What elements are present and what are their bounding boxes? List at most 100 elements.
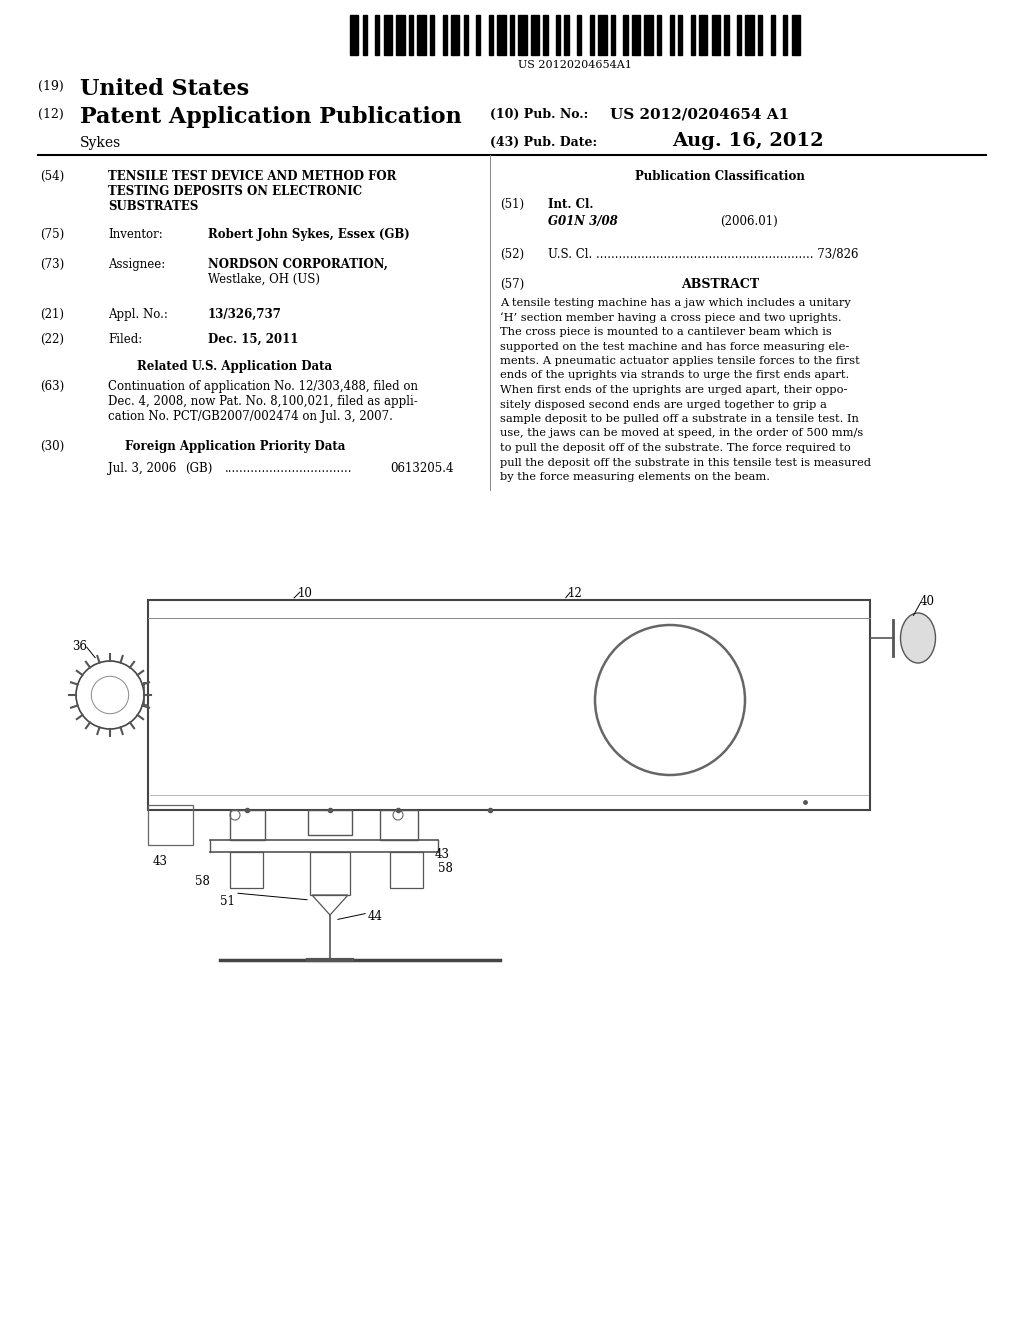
Text: NORDSON CORPORATION,: NORDSON CORPORATION, [208, 257, 388, 271]
Polygon shape [375, 15, 380, 55]
Text: (GB): (GB) [185, 462, 212, 475]
Text: (43) Pub. Date:: (43) Pub. Date: [490, 136, 597, 149]
Polygon shape [362, 15, 367, 55]
Polygon shape [670, 15, 674, 55]
Text: When first ends of the uprights are urged apart, their oppo-: When first ends of the uprights are urge… [500, 385, 848, 395]
Text: Robert John Sykes, Essex (GB): Robert John Sykes, Essex (GB) [208, 228, 410, 242]
Text: The cross piece is mounted to a cantilever beam which is: The cross piece is mounted to a cantilev… [500, 327, 831, 337]
Polygon shape [564, 15, 568, 55]
Text: 12: 12 [568, 587, 583, 601]
Text: ends of the uprights via strands to urge the first ends apart.: ends of the uprights via strands to urge… [500, 371, 849, 380]
Text: ments. A pneumatic actuator applies tensile forces to the first: ments. A pneumatic actuator applies tens… [500, 356, 860, 366]
Text: ABSTRACT: ABSTRACT [681, 279, 759, 290]
Text: (2006.01): (2006.01) [720, 215, 778, 228]
Text: pull the deposit off the substrate in this tensile test is measured: pull the deposit off the substrate in th… [500, 458, 871, 467]
Polygon shape [644, 15, 653, 55]
Text: 0613205.4: 0613205.4 [390, 462, 454, 475]
Text: (21): (21) [40, 308, 63, 321]
Text: A tensile testing machine has a jaw which includes a unitary: A tensile testing machine has a jaw whic… [500, 298, 851, 308]
Polygon shape [745, 15, 754, 55]
Text: Patent Application Publication: Patent Application Publication [80, 106, 462, 128]
Text: US 20120204654A1: US 20120204654A1 [518, 59, 632, 70]
Polygon shape [678, 15, 682, 55]
Polygon shape [783, 15, 787, 55]
Polygon shape [624, 15, 628, 55]
Text: (75): (75) [40, 228, 65, 242]
Text: Publication Classification: Publication Classification [635, 170, 805, 183]
Polygon shape [442, 15, 446, 55]
Text: cation No. PCT/GB2007/002474 on Jul. 3, 2007.: cation No. PCT/GB2007/002474 on Jul. 3, … [108, 411, 393, 422]
Text: Foreign Application Priority Data: Foreign Application Priority Data [125, 440, 345, 453]
Text: (63): (63) [40, 380, 65, 393]
Polygon shape [632, 15, 640, 55]
Polygon shape [409, 15, 413, 55]
Text: 40: 40 [920, 595, 935, 609]
Text: (19): (19) [38, 81, 63, 92]
Text: TESTING DEPOSITS ON ELECTRONIC: TESTING DEPOSITS ON ELECTRONIC [108, 185, 362, 198]
Text: (30): (30) [40, 440, 65, 453]
Text: SUBSTRATES: SUBSTRATES [108, 201, 199, 213]
Text: Inventor:: Inventor: [108, 228, 163, 242]
Polygon shape [530, 15, 540, 55]
Text: sitely disposed second ends are urged together to grip a: sitely disposed second ends are urged to… [500, 400, 826, 409]
Polygon shape [610, 15, 615, 55]
Text: 36: 36 [72, 640, 87, 653]
Text: (57): (57) [500, 279, 524, 290]
Polygon shape [498, 15, 506, 55]
Polygon shape [464, 15, 468, 55]
Ellipse shape [900, 612, 936, 663]
Text: (52): (52) [500, 248, 524, 261]
Text: Appl. No.:: Appl. No.: [108, 308, 168, 321]
Text: use, the jaws can be moved at speed, in the order of 500 mm/s: use, the jaws can be moved at speed, in … [500, 429, 863, 438]
Text: Jul. 3, 2006: Jul. 3, 2006 [108, 462, 176, 475]
Polygon shape [488, 15, 493, 55]
Text: (73): (73) [40, 257, 65, 271]
Polygon shape [418, 15, 426, 55]
Polygon shape [556, 15, 560, 55]
Text: 10: 10 [298, 587, 313, 601]
Polygon shape [699, 15, 708, 55]
Text: Continuation of application No. 12/303,488, filed on: Continuation of application No. 12/303,4… [108, 380, 418, 393]
Polygon shape [430, 15, 434, 55]
Text: Sykes: Sykes [80, 136, 121, 150]
Text: 43: 43 [435, 847, 450, 861]
Polygon shape [451, 15, 460, 55]
Polygon shape [690, 15, 695, 55]
Text: TENSILE TEST DEVICE AND METHOD FOR: TENSILE TEST DEVICE AND METHOD FOR [108, 170, 396, 183]
Text: United States: United States [80, 78, 249, 100]
Text: Int. Cl.: Int. Cl. [548, 198, 594, 211]
Text: (12): (12) [38, 108, 63, 121]
Polygon shape [578, 15, 582, 55]
Polygon shape [737, 15, 741, 55]
Polygon shape [544, 15, 548, 55]
Text: (22): (22) [40, 333, 63, 346]
Polygon shape [476, 15, 480, 55]
Text: 58: 58 [438, 862, 453, 875]
Text: ‘H’ section member having a cross piece and two uprights.: ‘H’ section member having a cross piece … [500, 313, 842, 323]
Polygon shape [771, 15, 775, 55]
Text: Westlake, OH (US): Westlake, OH (US) [208, 273, 319, 286]
Text: US 2012/0204654 A1: US 2012/0204654 A1 [610, 108, 790, 121]
Polygon shape [758, 15, 762, 55]
Text: Dec. 4, 2008, now Pat. No. 8,100,021, filed as appli-: Dec. 4, 2008, now Pat. No. 8,100,021, fi… [108, 395, 418, 408]
Text: Aug. 16, 2012: Aug. 16, 2012 [672, 132, 823, 150]
Text: (10) Pub. No.:: (10) Pub. No.: [490, 108, 588, 121]
Polygon shape [712, 15, 720, 55]
Text: Related U.S. Application Data: Related U.S. Application Data [137, 360, 333, 374]
Polygon shape [598, 15, 606, 55]
Text: 43: 43 [153, 855, 168, 869]
Text: G01N 3/08: G01N 3/08 [548, 215, 617, 228]
Text: (54): (54) [40, 170, 65, 183]
Text: Assignee:: Assignee: [108, 257, 165, 271]
Polygon shape [792, 15, 800, 55]
Text: 51: 51 [220, 895, 234, 908]
Polygon shape [518, 15, 526, 55]
Text: Dec. 15, 2011: Dec. 15, 2011 [208, 333, 298, 346]
Text: supported on the test machine and has force measuring ele-: supported on the test machine and has fo… [500, 342, 849, 351]
Text: 44: 44 [368, 909, 383, 923]
Text: ..................................: .................................. [225, 462, 352, 475]
Text: 58: 58 [195, 875, 210, 888]
Polygon shape [590, 15, 594, 55]
Polygon shape [724, 15, 728, 55]
Polygon shape [657, 15, 662, 55]
